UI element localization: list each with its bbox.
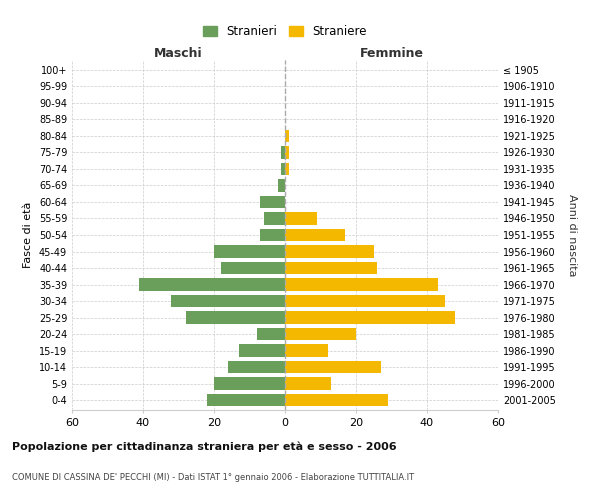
- Text: COMUNE DI CASSINA DE' PECCHI (MI) - Dati ISTAT 1° gennaio 2006 - Elaborazione TU: COMUNE DI CASSINA DE' PECCHI (MI) - Dati…: [12, 473, 414, 482]
- Bar: [207, 394, 285, 406]
- Bar: [214, 378, 285, 390]
- Bar: [172, 295, 285, 307]
- Bar: [285, 229, 346, 241]
- Bar: [285, 295, 445, 307]
- Bar: [285, 312, 455, 324]
- Bar: [285, 344, 328, 357]
- Text: Popolazione per cittadinanza straniera per età e sesso - 2006: Popolazione per cittadinanza straniera p…: [12, 442, 397, 452]
- Bar: [285, 361, 381, 374]
- Bar: [285, 146, 289, 158]
- Bar: [239, 344, 285, 357]
- Bar: [221, 262, 285, 274]
- Bar: [285, 246, 374, 258]
- Y-axis label: Fasce di età: Fasce di età: [23, 202, 33, 268]
- Bar: [257, 328, 285, 340]
- Bar: [285, 130, 289, 142]
- Y-axis label: Anni di nascita: Anni di nascita: [567, 194, 577, 276]
- Bar: [285, 278, 437, 290]
- Bar: [281, 146, 285, 158]
- Text: Maschi: Maschi: [154, 46, 203, 60]
- Bar: [264, 212, 285, 224]
- Bar: [285, 394, 388, 406]
- Bar: [185, 312, 285, 324]
- Bar: [228, 361, 285, 374]
- Bar: [260, 196, 285, 208]
- Bar: [260, 229, 285, 241]
- Bar: [285, 328, 356, 340]
- Bar: [139, 278, 285, 290]
- Bar: [285, 262, 377, 274]
- Text: Femmine: Femmine: [359, 46, 424, 60]
- Bar: [281, 163, 285, 175]
- Bar: [285, 378, 331, 390]
- Bar: [285, 163, 289, 175]
- Legend: Stranieri, Straniere: Stranieri, Straniere: [198, 20, 372, 43]
- Bar: [278, 180, 285, 192]
- Bar: [214, 246, 285, 258]
- Bar: [285, 212, 317, 224]
